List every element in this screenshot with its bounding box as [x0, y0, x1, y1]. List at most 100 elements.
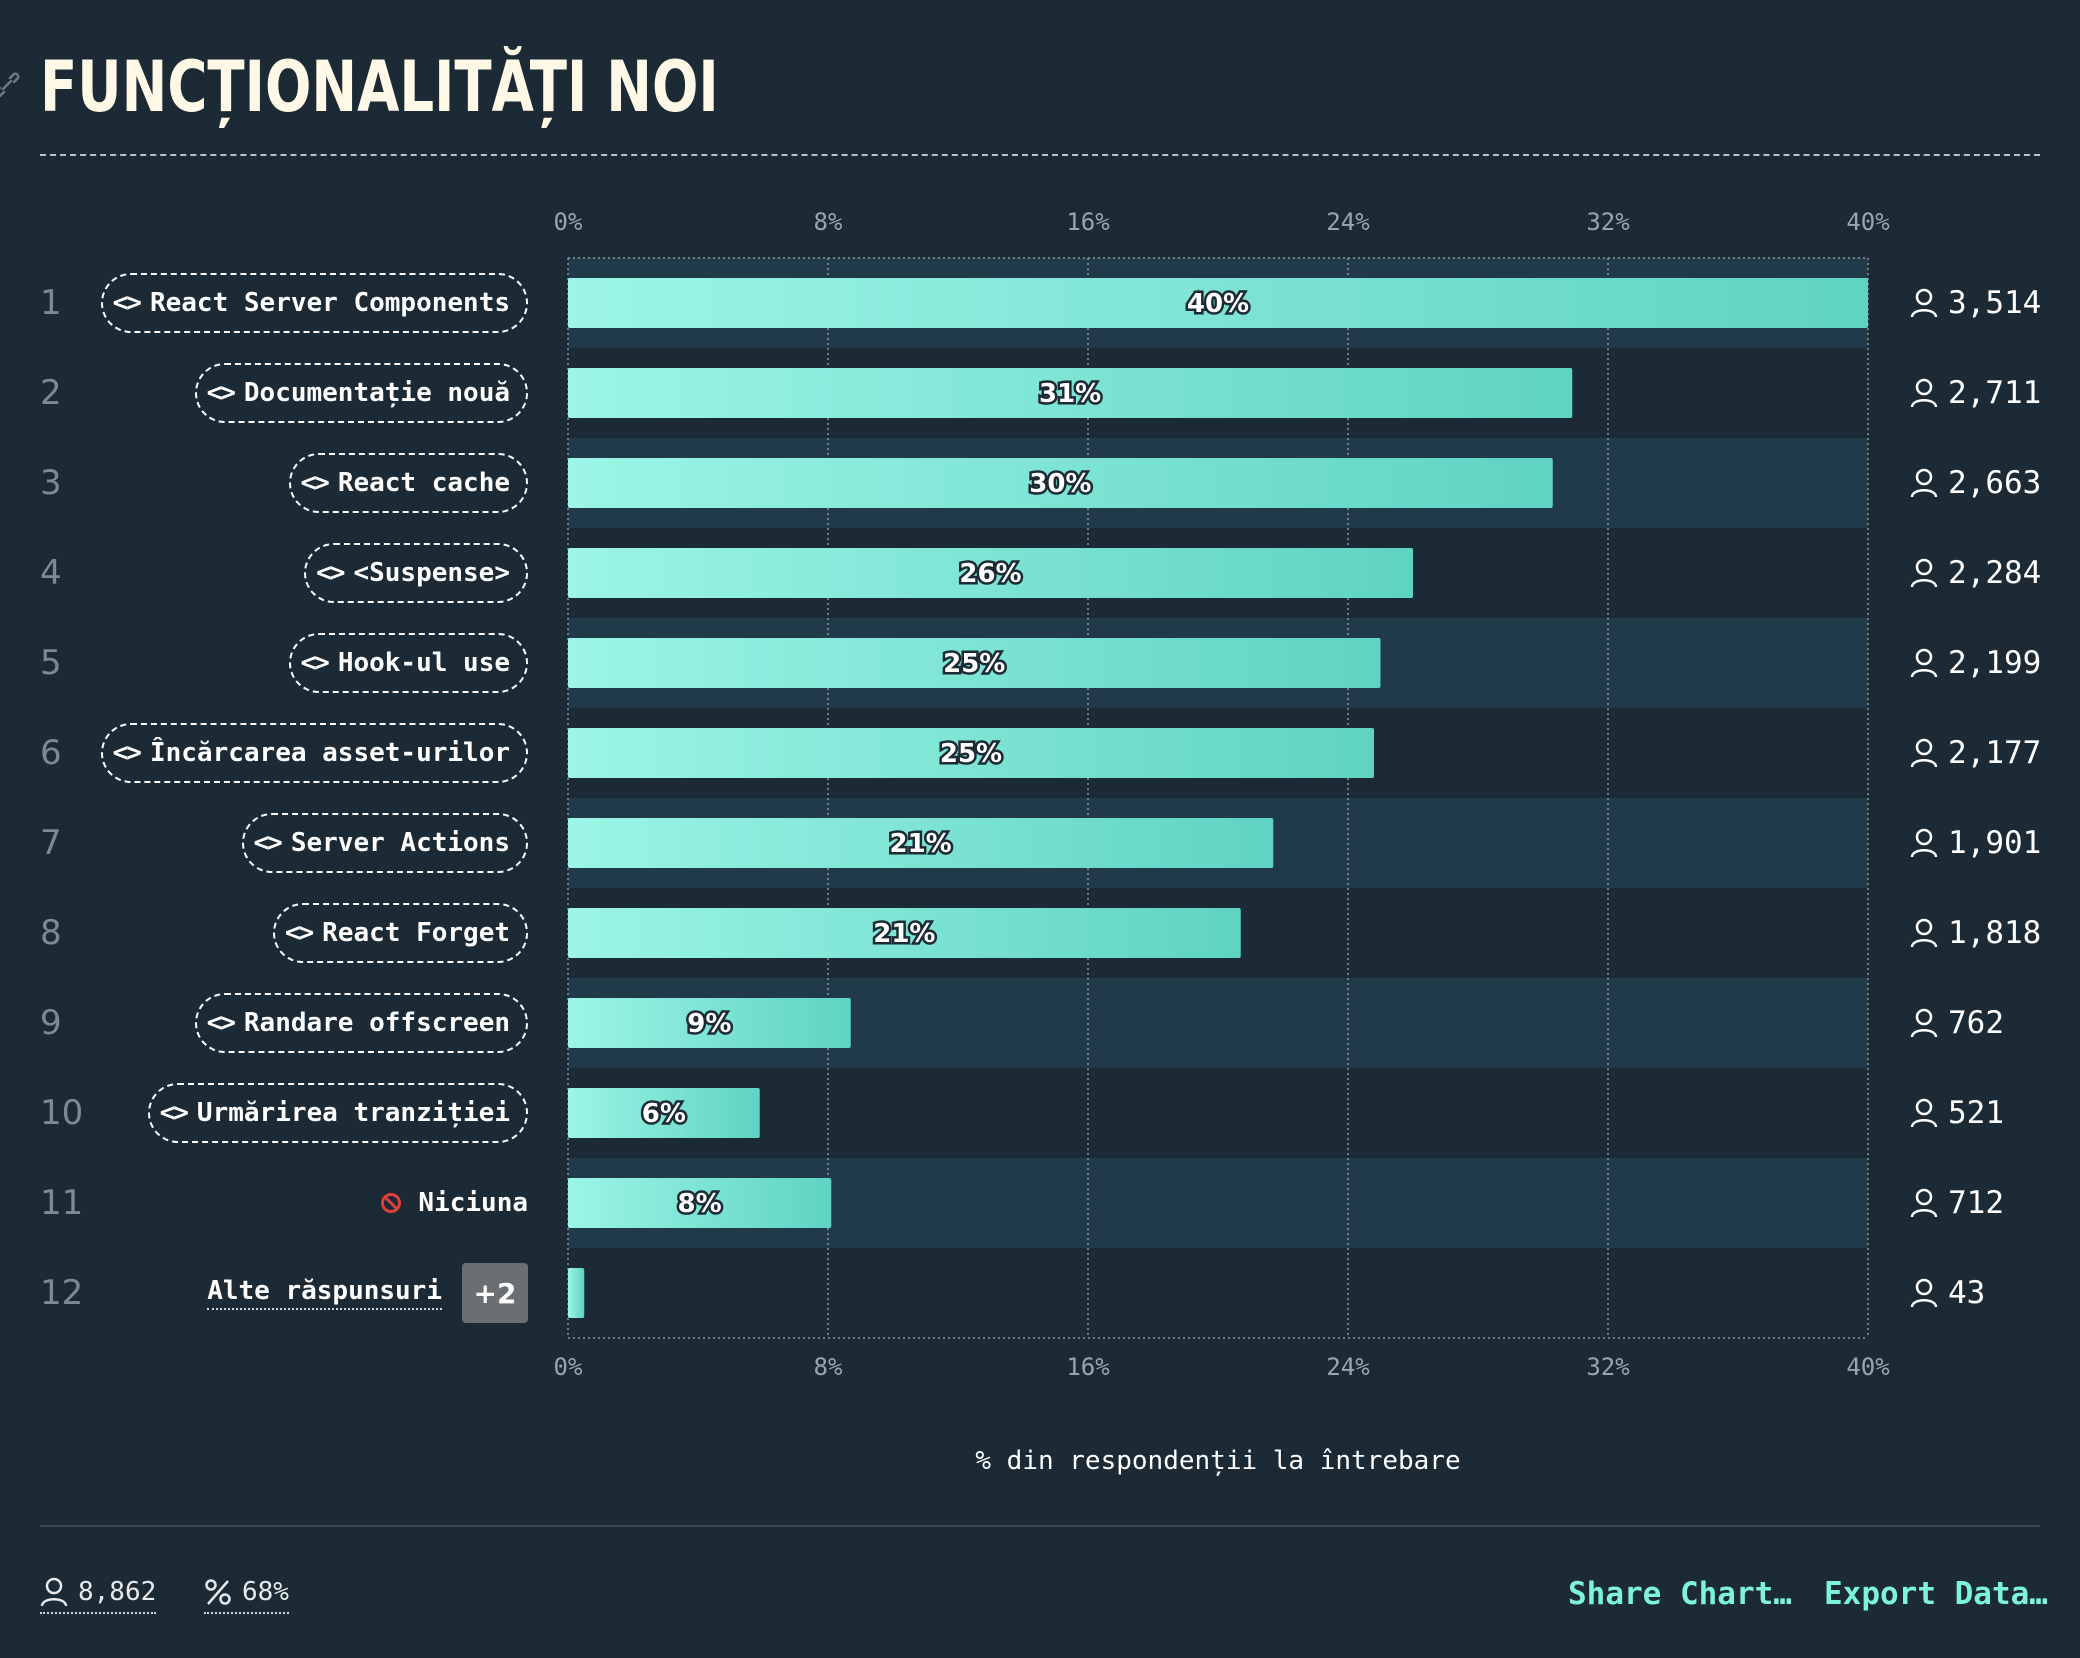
bar-value-label: 21% — [873, 919, 935, 949]
feature-label-pill[interactable]: <> Randare offscreen — [194, 993, 528, 1053]
bar[interactable] — [568, 368, 1573, 418]
bar[interactable] — [568, 1178, 832, 1228]
x-tick-label-bottom: 40% — [1846, 1353, 1890, 1381]
link-icon[interactable] — [0, 72, 20, 98]
respondent-count: 1,818 — [1910, 903, 2041, 963]
feature-label-pill[interactable]: <> Încărcarea asset-urilor — [100, 723, 528, 783]
person-icon — [1910, 1008, 1938, 1038]
feature-label-pill[interactable]: <> Server Actions — [241, 813, 528, 873]
respondent-count: 2,663 — [1910, 453, 2041, 513]
bar-value-label: 26% — [959, 559, 1021, 589]
respondent-count: 2,711 — [1910, 363, 2041, 423]
ban-icon — [381, 1193, 402, 1213]
person-icon — [1910, 828, 1938, 858]
feature-label-pill[interactable]: <> <Suspense> — [304, 543, 528, 603]
bar[interactable] — [568, 818, 1274, 868]
bar[interactable] — [568, 728, 1374, 778]
respondent-count: 2,199 — [1910, 633, 2041, 693]
feature-label-text: Încărcarea asset-urilor — [149, 738, 510, 768]
person-icon — [1910, 558, 1938, 588]
bar[interactable] — [568, 1268, 585, 1318]
person-icon — [1910, 918, 1938, 948]
x-tick-label-bottom: 16% — [1066, 1353, 1110, 1381]
feature-label-pill[interactable]: <> Hook-ul use — [288, 633, 528, 693]
feature-label-pill[interactable]: <> React Forget — [272, 903, 528, 963]
feature-label-pill[interactable]: <> React cache — [288, 453, 528, 513]
other-answers-label[interactable]: Alte răspunsuri +2 — [207, 1263, 528, 1323]
percent-value: 68% — [242, 1577, 289, 1607]
x-tick-label-top: 40% — [1846, 208, 1890, 236]
bar[interactable] — [568, 998, 851, 1048]
other-answers-text[interactable]: Alte răspunsuri — [207, 1276, 442, 1310]
respondent-count-value: 2,711 — [1948, 375, 2042, 411]
respondent-count-value: 43 — [1948, 1275, 1986, 1311]
respondent-count-value: 712 — [1948, 1185, 2004, 1221]
code-icon: <> — [300, 648, 330, 678]
code-icon: <> — [284, 918, 314, 948]
bar[interactable] — [568, 908, 1241, 958]
code-icon: <> — [206, 1008, 236, 1038]
percent-stat[interactable]: 68% — [204, 1572, 289, 1614]
respondent-count: 43 — [1910, 1263, 1985, 1323]
bar-value-label: 25% — [940, 739, 1002, 769]
feature-label-text: Hook-ul use — [337, 648, 510, 678]
bar[interactable] — [568, 458, 1553, 508]
bar[interactable] — [568, 1088, 760, 1138]
person-icon — [1910, 1098, 1938, 1128]
feature-label-text: React Server Components — [149, 288, 510, 318]
x-tick-label-bottom: 8% — [814, 1353, 843, 1381]
x-tick-label-top: 32% — [1586, 208, 1630, 236]
row-rank: 3 — [40, 463, 62, 503]
more-answers-badge[interactable]: +2 — [462, 1263, 528, 1323]
respondent-count-value: 1,901 — [1948, 825, 2042, 861]
row-rank: 10 — [40, 1093, 84, 1133]
feature-label-pill[interactable]: <> Urmărirea tranziției — [147, 1083, 528, 1143]
bar-value-label: 31% — [1039, 379, 1101, 409]
row-rank: 4 — [40, 553, 62, 593]
feature-label-text: <Suspense> — [353, 558, 510, 588]
export-data-button[interactable]: Export Data… — [1824, 1576, 2048, 1612]
row-rank: 2 — [40, 373, 62, 413]
person-icon — [1910, 738, 1938, 768]
respondent-count: 2,177 — [1910, 723, 2041, 783]
feature-label-text: React Forget — [322, 918, 510, 948]
code-icon: <> — [159, 1098, 189, 1128]
x-tick-label-top: 0% — [554, 208, 583, 236]
respondent-count: 2,284 — [1910, 543, 2041, 603]
person-icon — [1910, 288, 1938, 318]
respondent-count-value: 762 — [1948, 1005, 2004, 1041]
respondent-count: 3,514 — [1910, 273, 2041, 333]
respondents-stat[interactable]: 8,862 — [40, 1572, 157, 1614]
feature-label-pill[interactable]: <> React Server Components — [100, 273, 528, 333]
code-icon: <> — [112, 288, 142, 318]
bar[interactable] — [568, 278, 1868, 328]
feature-label-pill[interactable]: <> Documentație nouă — [194, 363, 528, 423]
code-icon: <> — [316, 558, 345, 588]
feature-label-text: React cache — [337, 468, 510, 498]
bar[interactable] — [568, 638, 1381, 688]
feature-label-text: Randare offscreen — [243, 1008, 510, 1038]
person-icon — [1910, 468, 1938, 498]
bar-value-label: 25% — [943, 649, 1005, 679]
code-icon: <> — [206, 378, 236, 408]
bar-value-label: 6% — [642, 1099, 686, 1129]
none-label: Niciuna — [380, 1173, 528, 1233]
share-chart-button[interactable]: Share Chart… — [1568, 1576, 1792, 1612]
code-icon: <> — [112, 738, 142, 768]
x-tick-label-bottom: 24% — [1326, 1353, 1370, 1381]
bar-chart: 40% 31% 30% 26% 25% 25% 21% 21% 9% 6% 8% 0% 0% 8% 8% 1… — [554, 208, 1891, 1381]
page-title: FUNCȚIONALITĂȚI NOI — [40, 46, 719, 128]
row-rank: 1 — [40, 283, 62, 323]
code-icon: <> — [253, 828, 283, 858]
respondent-count-value: 3,514 — [1948, 285, 2042, 321]
title-divider — [40, 154, 2040, 156]
person-icon — [40, 1577, 68, 1607]
bar[interactable] — [568, 548, 1413, 598]
row-rank: 6 — [40, 733, 62, 773]
respondent-count: 521 — [1910, 1083, 2004, 1143]
respondent-count: 712 — [1910, 1173, 2004, 1233]
code-icon: <> — [300, 468, 330, 498]
row-rank: 7 — [40, 823, 62, 863]
respondent-count: 762 — [1910, 993, 2004, 1053]
bar-value-label: 9% — [687, 1009, 731, 1039]
